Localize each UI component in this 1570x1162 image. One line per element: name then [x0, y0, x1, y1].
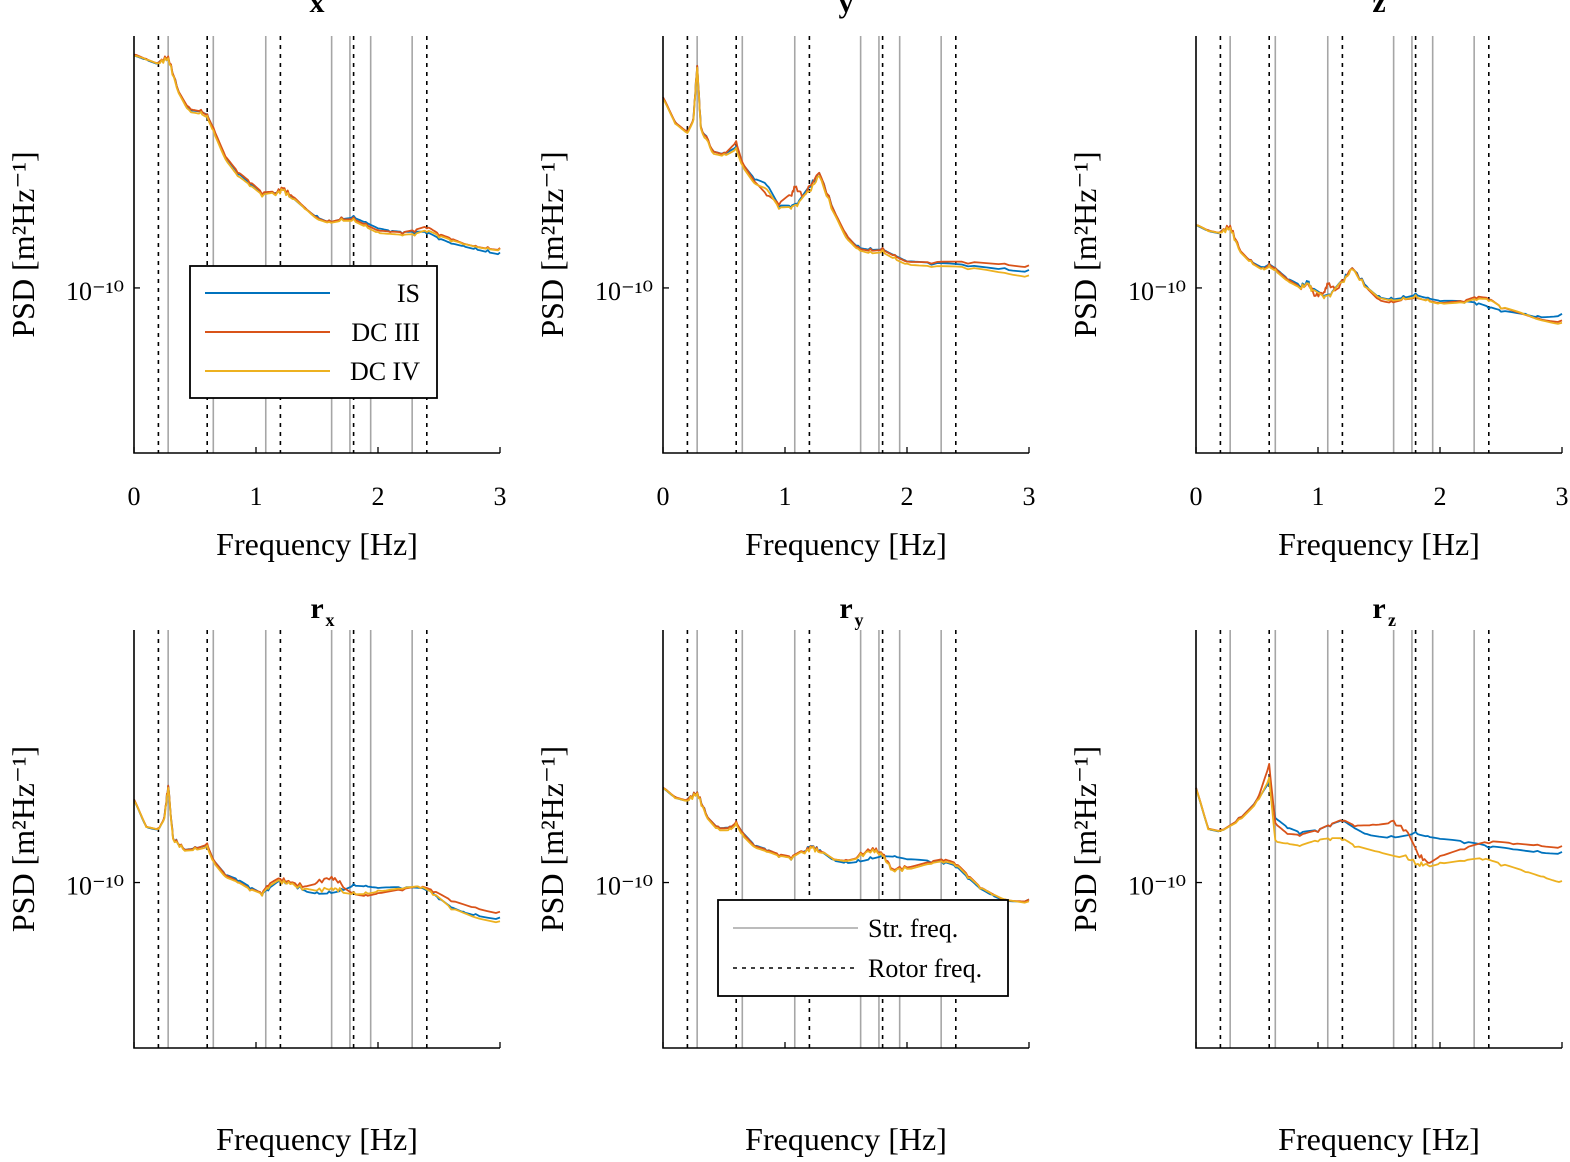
legend-label: Rotor freq.: [868, 954, 982, 983]
y-tick-label: 10⁻¹⁰: [66, 277, 124, 306]
series-line-dc-iv: [1195, 224, 1563, 325]
legend-box: [717, 899, 1009, 997]
x-tick-label: 0: [1190, 482, 1203, 511]
x-tick-label: 0: [657, 482, 670, 511]
x-tick-label: 2: [1434, 482, 1447, 511]
x-axis-label: Frequency [Hz]: [216, 526, 418, 562]
series-line-dc-iv: [662, 66, 1030, 278]
y-axis-label: PSD [m²Hz⁻¹]: [5, 746, 41, 932]
series-line-is: [133, 784, 501, 920]
x-axis-label: Frequency [Hz]: [1278, 1121, 1480, 1157]
axes-frame: [1195, 36, 1562, 454]
y-tick-label: 10⁻¹⁰: [1128, 277, 1186, 306]
axes-frame: [133, 630, 500, 1049]
y-tick-label: 10⁻¹⁰: [1128, 872, 1186, 901]
x-axis-label: Frequency [Hz]: [745, 1121, 947, 1157]
x-axis-label: Frequency [Hz]: [1278, 526, 1480, 562]
panel-title-subscript: x: [326, 610, 335, 630]
panel-title: r: [839, 592, 852, 625]
y-axis-label: PSD [m²Hz⁻¹]: [1067, 746, 1103, 932]
axes-frame: [662, 36, 1029, 454]
series-line-is: [133, 54, 501, 256]
series-line-dc-iv: [133, 54, 501, 252]
series-line-dc-iii: [133, 784, 501, 914]
series-line-is: [662, 64, 1030, 273]
y-axis-label: PSD [m²Hz⁻¹]: [5, 151, 41, 337]
legend-label: IS: [397, 279, 420, 308]
series-line-is: [1195, 224, 1563, 319]
legend-series: IS DC III DC IV: [189, 265, 438, 399]
subplot-5: 10⁻¹⁰ r y Frequency [Hz] PSD [m²Hz⁻¹]: [534, 592, 1030, 1157]
subplot-1: 0 1 2 3 10⁻¹⁰ x Frequency [Hz] PSD [m²Hz⁻¹]: [5, 0, 507, 562]
series-line-dc-iv: [1195, 776, 1563, 883]
y-axis-label: PSD [m²Hz⁻¹]: [534, 746, 570, 932]
x-tick-label: 3: [1556, 482, 1569, 511]
legend-label: DC IV: [350, 357, 420, 386]
subplot-6: 10⁻¹⁰ r z Frequency [Hz] PSD [m²Hz⁻¹]: [1067, 592, 1563, 1157]
x-tick-label: 2: [901, 482, 914, 511]
x-tick-label: 3: [1023, 482, 1036, 511]
series-line-is: [662, 787, 1030, 903]
x-tick-label: 1: [1312, 482, 1325, 511]
series-line-dc-iii: [1195, 224, 1563, 323]
legend-label: Str. freq.: [868, 914, 958, 943]
series-line-dc-iv: [133, 786, 501, 924]
subplot-3: 0 1 2 3 10⁻¹⁰ z Frequency [Hz] PSD [m²Hz⁻¹]: [1067, 0, 1569, 562]
panel-title: z: [1372, 0, 1385, 19]
series-line-dc-iv: [662, 788, 1030, 904]
x-axis-label: Frequency [Hz]: [745, 526, 947, 562]
x-axis-label: Frequency [Hz]: [216, 1121, 418, 1157]
subplot-2: 0 1 2 3 10⁻¹⁰ y Frequency [Hz] PSD [m²Hz⁻¹]: [534, 0, 1036, 562]
x-tick-label: 3: [494, 482, 507, 511]
y-axis-label: PSD [m²Hz⁻¹]: [1067, 151, 1103, 337]
subplot-4: 10⁻¹⁰ r x Frequency [Hz] PSD [m²Hz⁻¹]: [5, 592, 501, 1157]
y-tick-label: 10⁻¹⁰: [595, 277, 653, 306]
y-tick-label: 10⁻¹⁰: [66, 872, 124, 901]
panel-title: r: [310, 592, 323, 625]
x-tick-label: 1: [779, 482, 792, 511]
legend-lines: Str. freq. Rotor freq.: [717, 899, 1009, 997]
x-tick-label: 2: [372, 482, 385, 511]
y-tick-label: 10⁻¹⁰: [595, 872, 653, 901]
legend-label: DC III: [351, 318, 420, 347]
axes-frame: [1195, 630, 1562, 1049]
x-tick-label: 0: [128, 482, 141, 511]
panel-title: y: [839, 0, 854, 19]
series-line-dc-iii: [133, 53, 501, 251]
panel-title: x: [310, 0, 325, 19]
x-tick-label: 1: [250, 482, 263, 511]
series-line-dc-iii: [662, 786, 1030, 903]
y-axis-label: PSD [m²Hz⁻¹]: [534, 151, 570, 337]
panel-title-subscript: z: [1388, 610, 1396, 630]
panel-title: r: [1372, 592, 1385, 625]
panel-title-subscript: y: [855, 610, 864, 630]
